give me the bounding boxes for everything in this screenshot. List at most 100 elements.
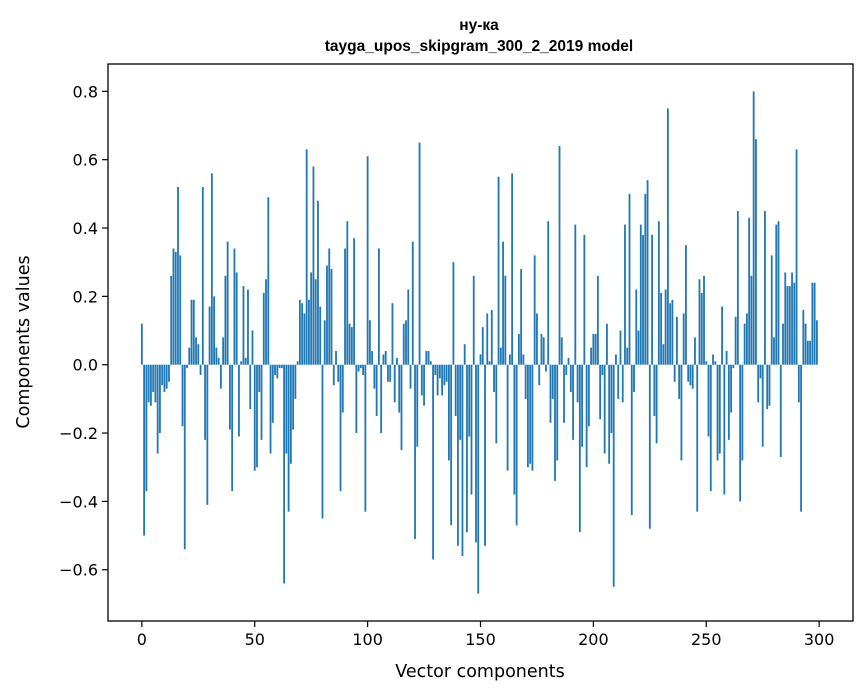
bar	[788, 286, 791, 365]
bar	[743, 323, 746, 365]
bar	[238, 364, 240, 437]
chart-subtitle: tayga_upos_skipgram_300_2_2019 model	[325, 38, 633, 55]
bar	[804, 323, 807, 365]
bar	[274, 364, 276, 375]
bar	[723, 364, 726, 495]
bar	[572, 364, 574, 440]
bar	[736, 210, 739, 365]
bar	[569, 364, 572, 393]
bar	[179, 255, 182, 365]
bar	[314, 279, 317, 365]
y-tick-label: −0.2	[59, 424, 98, 443]
bar	[420, 364, 423, 396]
bar	[147, 364, 150, 403]
bar	[761, 364, 764, 447]
bar	[197, 344, 200, 365]
bar	[596, 275, 599, 365]
bar	[441, 364, 444, 396]
bar	[660, 292, 663, 365]
y-tick-label: 0.4	[73, 219, 98, 238]
bar	[443, 364, 446, 386]
bar	[556, 364, 559, 461]
bar	[296, 361, 299, 365]
bar	[685, 245, 687, 365]
bar	[619, 330, 622, 365]
bar	[210, 173, 213, 365]
bar	[181, 364, 184, 427]
bar	[235, 272, 238, 365]
bar	[757, 364, 760, 403]
bar	[587, 364, 590, 427]
bar	[669, 303, 672, 365]
bar	[791, 272, 793, 365]
x-tick-label: 200	[578, 630, 609, 649]
bar	[276, 364, 279, 379]
bar	[558, 146, 561, 365]
bar	[800, 364, 802, 512]
bar	[594, 333, 597, 365]
bar	[387, 364, 389, 382]
bar	[149, 364, 152, 406]
bar	[590, 347, 593, 365]
bar	[770, 255, 773, 365]
bar	[759, 364, 762, 379]
bar	[438, 364, 441, 379]
bar	[165, 364, 168, 389]
bar	[621, 364, 624, 403]
bar	[504, 275, 507, 365]
bar	[664, 289, 667, 365]
bar	[615, 354, 617, 365]
chart-title: ну-ка	[459, 17, 499, 34]
bar	[463, 344, 466, 365]
x-tick-label: 0	[137, 630, 147, 649]
bar	[554, 364, 556, 481]
y-tick-label: −0.6	[59, 561, 98, 580]
bar	[529, 364, 532, 464]
bar	[206, 364, 209, 505]
bar	[698, 279, 701, 365]
bar	[373, 364, 376, 389]
bar	[355, 364, 358, 434]
bar	[244, 357, 247, 365]
bar	[481, 327, 484, 365]
bar	[346, 221, 349, 365]
bar	[624, 224, 626, 365]
bar	[242, 286, 245, 365]
bar	[287, 364, 290, 512]
bar	[610, 364, 613, 434]
bar	[472, 275, 475, 365]
bar	[752, 91, 755, 365]
bar	[450, 364, 453, 526]
bar	[691, 364, 694, 389]
bar	[608, 364, 611, 464]
bar	[391, 303, 394, 365]
bar	[809, 340, 812, 365]
bar	[522, 354, 525, 365]
bar	[332, 364, 335, 386]
bar	[644, 193, 647, 365]
bar	[793, 282, 796, 365]
bar	[716, 364, 719, 461]
bar	[601, 364, 604, 375]
bar	[775, 224, 778, 365]
bar	[811, 282, 814, 365]
bar	[177, 187, 179, 365]
bar	[219, 364, 222, 389]
x-tick-label: 50	[245, 630, 265, 649]
bar	[662, 344, 665, 365]
bar	[416, 364, 419, 447]
bar	[267, 197, 270, 365]
bar	[639, 224, 642, 365]
bar	[578, 364, 581, 533]
bar	[199, 364, 202, 375]
bar	[764, 210, 766, 365]
bar	[635, 289, 638, 365]
bar	[405, 320, 407, 365]
bar	[806, 340, 809, 365]
bar	[215, 347, 218, 365]
bar	[168, 364, 170, 382]
bar	[540, 333, 543, 365]
bar	[285, 364, 288, 454]
bar	[398, 364, 401, 413]
bar	[470, 364, 473, 495]
